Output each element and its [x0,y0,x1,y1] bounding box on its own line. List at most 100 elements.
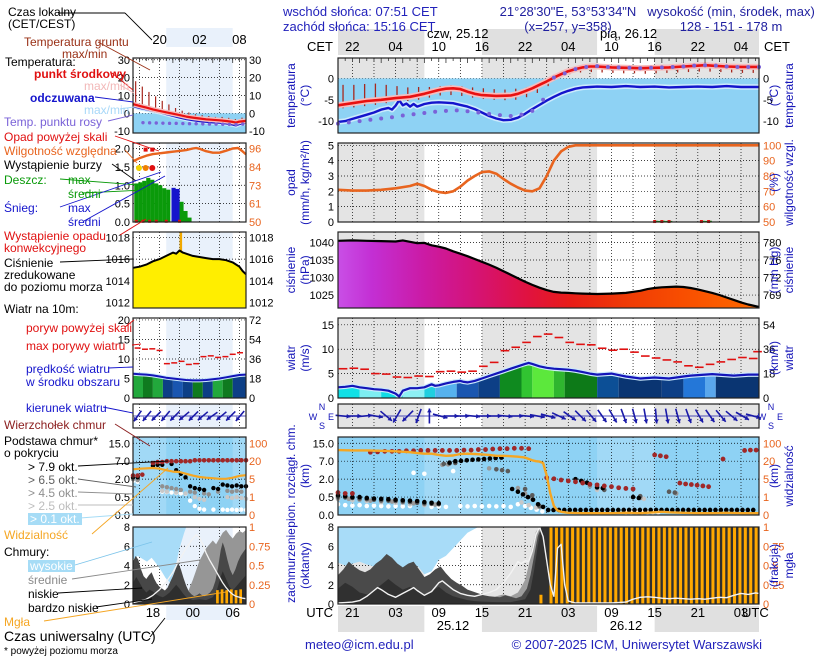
mini-pressure-ytick-left: 1018 [106,232,130,244]
main-cloudiness-ytick-right: 0.5 [763,561,778,573]
legend-label-0: Czas lokalny [8,5,77,19]
legend-label-5: punkt środkowy [34,67,127,81]
copyright: © 2007-2025 ICM, Uniwersytet Warszawski [511,637,762,652]
mini-precip-humidity-deszcz-bars [134,177,192,222]
main-precip-humidity-chart: 5 100 4 90 3 80 2 70 1 60 0 50 [328,140,781,229]
legend-label-6: max/min [84,79,130,93]
main-precip-humidity-ytick-right: 70 [763,186,775,198]
utc-tick: 03 [734,605,748,620]
axis-title-left-unit-cloud: (km) [298,464,312,488]
main-wind-direction-chart [335,403,761,429]
mini-wind-chart: 20 72 15 54 10 36 5 18 0 0 [118,315,262,405]
main-cloudiness-chmury-wysokie-area [338,527,759,575]
legend-label-39: Chmury: [4,545,50,559]
axis-title-left-unit-pres: (hPa) [298,255,312,284]
legend-leader-line [77,478,137,488]
axis-title-left-zach: zachmurzenie [284,528,298,603]
sunset-time: zachód słońca: 15:16 CET [283,19,436,34]
legend-leader-line [95,598,153,608]
legend-leader-line [77,460,169,467]
main-precip-humidity-ytick-left: 5 [328,140,334,152]
main-pressure-ytick-right: 772 [763,273,781,285]
mini-cloudiness-ytick-right: 0.5 [249,561,264,573]
mini-precip-humidity-wilgotnosc-line [132,146,247,163]
main-pressure-chart: 1040 780 1035 776 1030 772 1025 769 [310,231,781,309]
legend-label-28: w środku obszaru [26,375,121,389]
main-precip-humidity-wilgotnosc-line [337,144,759,195]
main-cloud-extent-ytick-left: 15.0 [313,438,334,450]
cet-tick: 16 [647,39,661,54]
main-cloudiness-ytick-right: 0.25 [763,580,784,592]
legend-leader-line [59,171,162,208]
cet-tick: 04 [561,39,575,54]
mini-temperature-ytick-right: 10 [249,91,261,103]
mini-cloudiness-ytick-right: 0.25 [249,580,270,592]
cet-tick: 10 [432,39,446,54]
mini-cloud-extent-ytick-right: 100 [249,438,267,450]
legend-label-36: > 2.5 okt. [28,499,78,513]
top-date-1: czw, 25.12 [427,26,488,41]
legend-label-37: > 0.1 okt. [28,512,82,526]
mini-cloudiness-ytick-left: 0 [124,599,130,611]
mini-wind-max-porywy-dashes [134,347,244,366]
legend-leader-line [107,366,134,369]
legend-label-25: poryw powyżej skali [26,321,133,335]
axis-title-right-wind: wiatr [782,345,796,371]
legend-label-11: Wilgotność względna [4,144,117,158]
legend-leader-line [74,541,153,566]
axis-title-left-cloud: pion. rozciągł. chm. [284,424,298,527]
legend-leader-line [124,319,135,328]
mini-cloudiness-ytick-left: 2 [124,580,130,592]
main-wind-direction-kierunek-wiatru-arrows [335,408,761,424]
legend-leader-line [119,218,147,236]
mini-cloudiness-ytick-left: 6 [124,541,130,553]
contact-email-link[interactable]: meteo@icm.edu.pl [305,637,414,652]
utc-label-right: UTC [742,605,769,620]
legend-leader-line [79,513,134,519]
main-pressure-ytick-right: 776 [763,255,781,267]
mini-temperature-ytick-right: 20 [249,73,261,85]
mini-wind-direction-chart [132,403,247,429]
legend-label-12: Wystąpienie burzy [4,158,102,172]
mini-precip-humidity-burza-dot-yellow [135,164,142,171]
mini-precip-humidity-ytick-left: 2.0 [115,144,130,156]
legend-leader-line [83,175,166,222]
legend-label-13: Deszcz: [4,173,47,187]
axis-title-right-zach: mgła [782,552,796,578]
mini-wind-direction-kierunek-wiatru-arrows [133,410,246,422]
legend-leader-line [114,135,160,152]
legend-label-10: Opad powyżej skali [4,130,108,144]
mini-pressure-cisnienie-area [132,249,247,308]
axis-title-left-wind: wiatr [284,345,298,371]
mini-cloud-extent-ytick-right: 5 [249,474,255,486]
axis-title-left-unit-wind: (m/s) [298,344,312,371]
main-pressure-ytick-left: 1035 [310,255,334,267]
legend-leader-line [114,423,151,447]
utc-tick: 21 [518,605,532,620]
legend-label-26: max porywy wiatru [26,339,126,353]
compass-right-n: N [768,402,775,412]
mini-cet-tick: 02 [192,32,206,47]
utc-label-left: UTC [306,605,333,620]
mini-temperature-chart: 30 30 20 20 10 10 0 0 -10 -10 [114,55,265,138]
mini-pressure-ytick-right: 1012 [249,298,273,310]
main-pressure-ytick-right: 769 [763,290,781,302]
main-cloud-extent-ytick-right: 1 [763,492,769,504]
legend-label-21: Ciśnienie [4,256,54,270]
legend-label-22: zredukowane [4,268,76,282]
main-cloud-extent-ytick-left: 0.0 [319,510,334,522]
main-pressure-ytick-left: 1030 [310,273,334,285]
main-cloudiness-ytick-right: 1 [763,522,769,534]
mini-wind-ytick-left: 0 [124,393,130,405]
mini-precip-humidity-ytick-right: 73 [249,180,261,192]
main-wind-ytick-right: 0 [763,393,769,405]
mini-wind-ytick-right: 36 [249,354,261,366]
legend-leader-line [111,72,134,91]
mini-wind-ytick-right: 18 [249,373,261,385]
main-precip-humidity-ytick-right: 90 [763,156,775,168]
legend-label-24: Wiatr na 10m: [4,302,79,316]
cet-tick: 16 [475,39,489,54]
main-temperature-ytick-right: -5 [763,95,773,107]
mini-precip-humidity-opad-powyzej-skali-marks [143,147,155,152]
mini-cloudiness-chmury-wysokie-area [133,527,246,583]
